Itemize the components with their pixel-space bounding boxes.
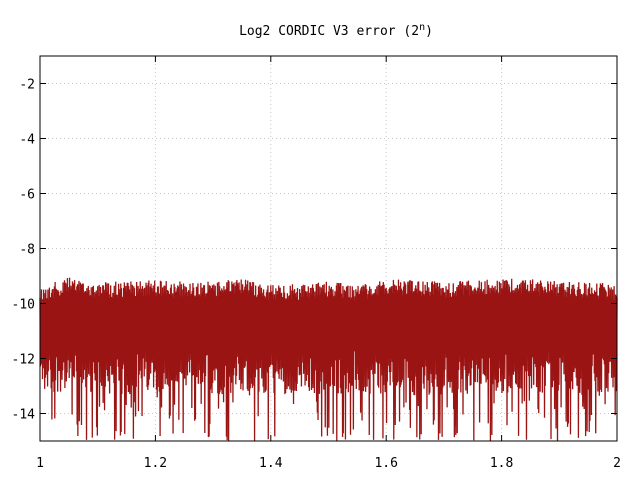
y-tick-label: -12 — [12, 353, 35, 368]
x-tick-label: 1 — [36, 456, 44, 471]
axis-ticks — [39, 56, 618, 441]
x-tick-label: 1.6 — [374, 456, 397, 471]
chart-title-close: ) — [425, 24, 433, 39]
chart-title-main: Log2 CORDIC V3 error (2 — [239, 24, 419, 39]
y-tick-label: -6 — [19, 188, 35, 203]
y-tick-label: -10 — [12, 298, 35, 313]
y-tick-label: -2 — [19, 78, 35, 93]
x-tick-label: 2 — [613, 456, 621, 471]
series-error — [39, 277, 618, 441]
x-tick-label: 1.4 — [259, 456, 283, 471]
y-tick-label: -8 — [19, 243, 35, 258]
y-tick-label: -4 — [19, 133, 35, 148]
y-tick-label: -14 — [12, 408, 36, 423]
series-line — [39, 277, 618, 441]
x-tick-label: 1.2 — [144, 456, 167, 471]
chart-title: Log2 CORDIC V3 error (2n) — [239, 22, 433, 39]
x-axis-tick-labels: 1 1.2 1.4 1.6 1.8 2 — [36, 456, 621, 471]
x-tick-label: 1.8 — [490, 456, 513, 471]
y-axis-tick-labels: -2 -4 -6 -8 -10 -12 -14 — [12, 78, 36, 423]
chart-title-superscript: n — [419, 22, 425, 33]
